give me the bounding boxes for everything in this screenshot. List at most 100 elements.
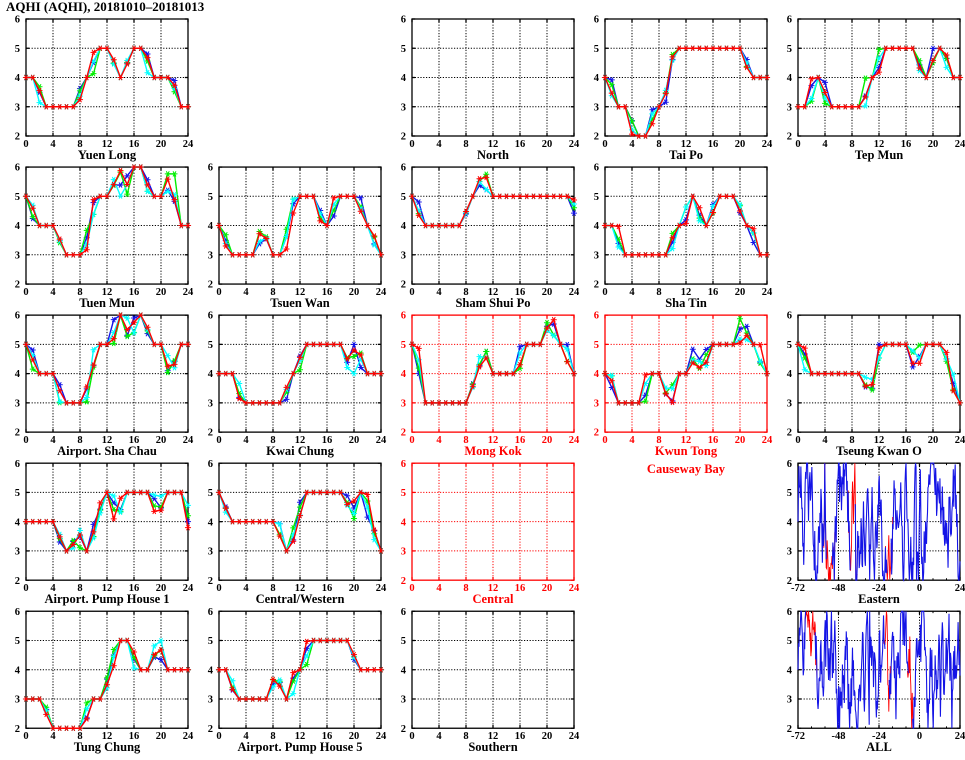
svg-text:-72: -72 bbox=[791, 583, 805, 594]
svg-text:24: 24 bbox=[183, 583, 194, 594]
svg-text:2: 2 bbox=[787, 724, 792, 735]
svg-text:Tuen Mun: Tuen Mun bbox=[79, 296, 135, 310]
svg-text:4: 4 bbox=[50, 287, 56, 298]
svg-text:3: 3 bbox=[401, 250, 406, 261]
svg-text:2: 2 bbox=[594, 280, 599, 291]
svg-text:24: 24 bbox=[569, 139, 580, 150]
svg-text:6: 6 bbox=[15, 459, 20, 470]
svg-text:Kwun Tong: Kwun Tong bbox=[655, 444, 718, 458]
svg-text:16: 16 bbox=[515, 139, 526, 150]
svg-text:16: 16 bbox=[708, 287, 719, 298]
svg-text:6: 6 bbox=[401, 163, 406, 174]
svg-text:5: 5 bbox=[15, 44, 20, 55]
svg-text:4: 4 bbox=[208, 665, 214, 676]
svg-text:4: 4 bbox=[50, 139, 56, 150]
svg-text:0: 0 bbox=[917, 583, 922, 594]
svg-text:4: 4 bbox=[208, 517, 214, 528]
svg-text:5: 5 bbox=[594, 44, 599, 55]
svg-text:8: 8 bbox=[656, 287, 661, 298]
svg-text:24: 24 bbox=[762, 139, 773, 150]
svg-text:3: 3 bbox=[401, 695, 406, 706]
svg-text:24: 24 bbox=[762, 435, 773, 446]
svg-text:5: 5 bbox=[401, 192, 406, 203]
svg-text:0: 0 bbox=[23, 139, 28, 150]
svg-text:0: 0 bbox=[602, 287, 607, 298]
svg-text:5: 5 bbox=[594, 192, 599, 203]
svg-text:Airport. Sha Chau: Airport. Sha Chau bbox=[57, 444, 157, 458]
svg-text:24: 24 bbox=[955, 731, 965, 742]
svg-text:4: 4 bbox=[15, 73, 21, 84]
svg-text:Eastern: Eastern bbox=[858, 592, 900, 606]
svg-text:5: 5 bbox=[401, 488, 406, 499]
svg-text:Airport. Pump House 1: Airport. Pump House 1 bbox=[45, 592, 170, 606]
svg-text:2: 2 bbox=[787, 132, 792, 143]
svg-text:-72: -72 bbox=[791, 731, 805, 742]
svg-text:2: 2 bbox=[15, 132, 20, 143]
svg-text:4: 4 bbox=[401, 517, 407, 528]
svg-text:4: 4 bbox=[15, 665, 21, 676]
svg-text:20: 20 bbox=[156, 731, 167, 742]
svg-text:20: 20 bbox=[542, 139, 553, 150]
svg-text:4: 4 bbox=[401, 665, 407, 676]
svg-text:24: 24 bbox=[569, 287, 580, 298]
svg-text:0: 0 bbox=[602, 435, 607, 446]
svg-text:20: 20 bbox=[735, 287, 746, 298]
svg-text:3: 3 bbox=[787, 102, 792, 113]
svg-text:6: 6 bbox=[787, 15, 792, 26]
svg-text:Tseung Kwan O: Tseung Kwan O bbox=[836, 444, 922, 458]
svg-text:6: 6 bbox=[15, 607, 20, 618]
svg-text:Tsuen Wan: Tsuen Wan bbox=[270, 296, 329, 310]
svg-text:4: 4 bbox=[401, 221, 407, 232]
svg-text:6: 6 bbox=[594, 311, 599, 322]
svg-text:4: 4 bbox=[243, 287, 249, 298]
svg-text:AQHI (AQHI), 20181010–20181013: AQHI (AQHI), 20181010–20181013 bbox=[6, 0, 205, 14]
svg-text:24: 24 bbox=[376, 435, 387, 446]
svg-text:6: 6 bbox=[208, 311, 213, 322]
svg-text:2: 2 bbox=[594, 428, 599, 439]
svg-text:3: 3 bbox=[594, 250, 599, 261]
svg-text:2: 2 bbox=[208, 576, 213, 587]
svg-text:0: 0 bbox=[216, 287, 221, 298]
svg-text:4: 4 bbox=[243, 435, 249, 446]
svg-text:3: 3 bbox=[15, 398, 20, 409]
svg-text:24: 24 bbox=[183, 287, 194, 298]
svg-text:6: 6 bbox=[15, 311, 20, 322]
svg-text:20: 20 bbox=[735, 139, 746, 150]
svg-text:3: 3 bbox=[594, 398, 599, 409]
svg-text:20: 20 bbox=[349, 583, 360, 594]
svg-text:4: 4 bbox=[401, 369, 407, 380]
svg-text:4: 4 bbox=[436, 583, 442, 594]
svg-text:Central/Western: Central/Western bbox=[256, 592, 345, 606]
svg-text:0: 0 bbox=[216, 435, 221, 446]
svg-text:4: 4 bbox=[822, 435, 828, 446]
svg-text:8: 8 bbox=[656, 139, 661, 150]
svg-text:3: 3 bbox=[15, 102, 20, 113]
svg-text:4: 4 bbox=[401, 73, 407, 84]
svg-text:0: 0 bbox=[216, 583, 221, 594]
svg-text:4: 4 bbox=[15, 369, 21, 380]
svg-text:24: 24 bbox=[376, 583, 387, 594]
svg-text:5: 5 bbox=[15, 192, 20, 203]
svg-text:6: 6 bbox=[401, 607, 406, 618]
svg-text:Central: Central bbox=[473, 592, 514, 606]
svg-text:6: 6 bbox=[787, 459, 792, 470]
svg-text:20: 20 bbox=[156, 139, 167, 150]
svg-text:24: 24 bbox=[183, 731, 194, 742]
svg-text:4: 4 bbox=[594, 369, 600, 380]
svg-text:20: 20 bbox=[542, 583, 553, 594]
svg-text:24: 24 bbox=[955, 583, 965, 594]
svg-text:20: 20 bbox=[156, 435, 167, 446]
svg-text:-48: -48 bbox=[832, 583, 846, 594]
svg-text:3: 3 bbox=[787, 695, 792, 706]
svg-text:0: 0 bbox=[409, 583, 414, 594]
svg-text:20: 20 bbox=[349, 287, 360, 298]
svg-text:0: 0 bbox=[917, 731, 922, 742]
svg-text:24: 24 bbox=[762, 287, 773, 298]
svg-text:Tep Mun: Tep Mun bbox=[855, 148, 904, 162]
svg-text:Southern: Southern bbox=[468, 740, 517, 754]
svg-text:3: 3 bbox=[401, 398, 406, 409]
svg-text:5: 5 bbox=[208, 192, 213, 203]
svg-text:20: 20 bbox=[542, 435, 553, 446]
svg-text:3: 3 bbox=[208, 546, 213, 557]
svg-text:8: 8 bbox=[463, 139, 468, 150]
